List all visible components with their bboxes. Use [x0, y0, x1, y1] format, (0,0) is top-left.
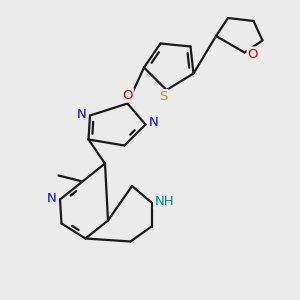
Text: N: N — [47, 192, 56, 206]
Text: S: S — [159, 90, 168, 103]
Text: N: N — [77, 107, 86, 121]
Text: O: O — [248, 47, 258, 61]
Text: NH: NH — [154, 195, 174, 208]
Text: N: N — [149, 116, 159, 130]
Text: O: O — [122, 88, 133, 102]
